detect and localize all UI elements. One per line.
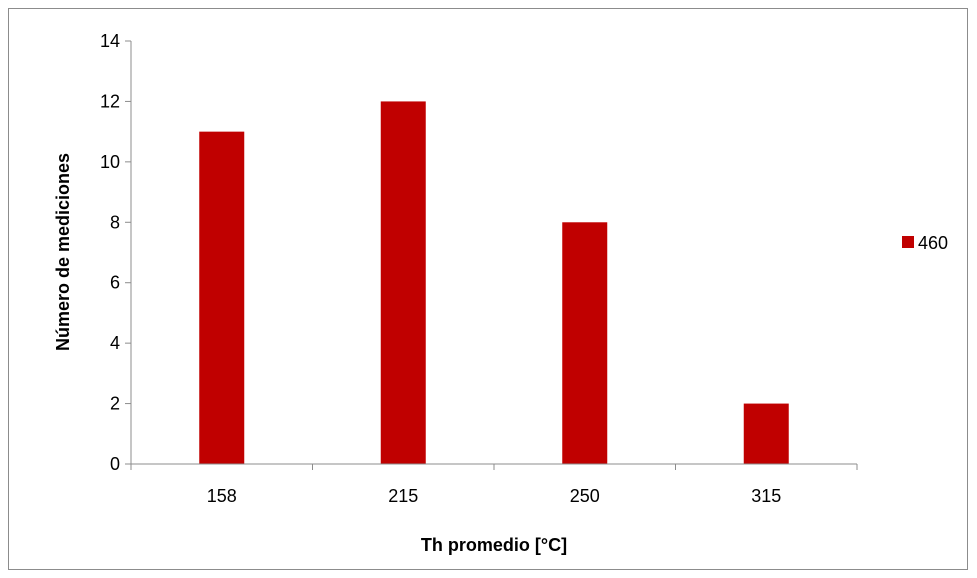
y-tick-label: 8 (110, 212, 120, 232)
bar (743, 403, 789, 464)
bars (199, 101, 789, 464)
y-axis-ticks: 0 2 4 6 8 10 12 14 (100, 31, 131, 474)
y-tick-label: 2 (110, 394, 120, 414)
bar (380, 101, 426, 464)
x-tick-label: 158 (207, 486, 237, 506)
bar (562, 222, 608, 464)
x-tick-label: 315 (751, 486, 781, 506)
legend-label: 460 (918, 233, 948, 253)
x-tick-label: 250 (570, 486, 600, 506)
y-tick-label: 14 (100, 31, 120, 51)
legend: 460 (902, 233, 948, 253)
legend-swatch (902, 236, 914, 248)
y-tick-label: 0 (110, 454, 120, 474)
y-tick-label: 6 (110, 273, 120, 293)
y-tick-label: 4 (110, 333, 120, 353)
y-tick-label: 10 (100, 152, 120, 172)
x-axis-title: Th promedio [°C] (421, 535, 567, 555)
chart-frame (8, 8, 968, 570)
x-axis-ticks: 158 215 250 315 (130, 464, 858, 506)
x-tick-label: 215 (388, 486, 418, 506)
bar (199, 131, 245, 464)
y-tick-label: 12 (100, 91, 120, 111)
y-axis-title: Número de mediciones (53, 153, 73, 351)
